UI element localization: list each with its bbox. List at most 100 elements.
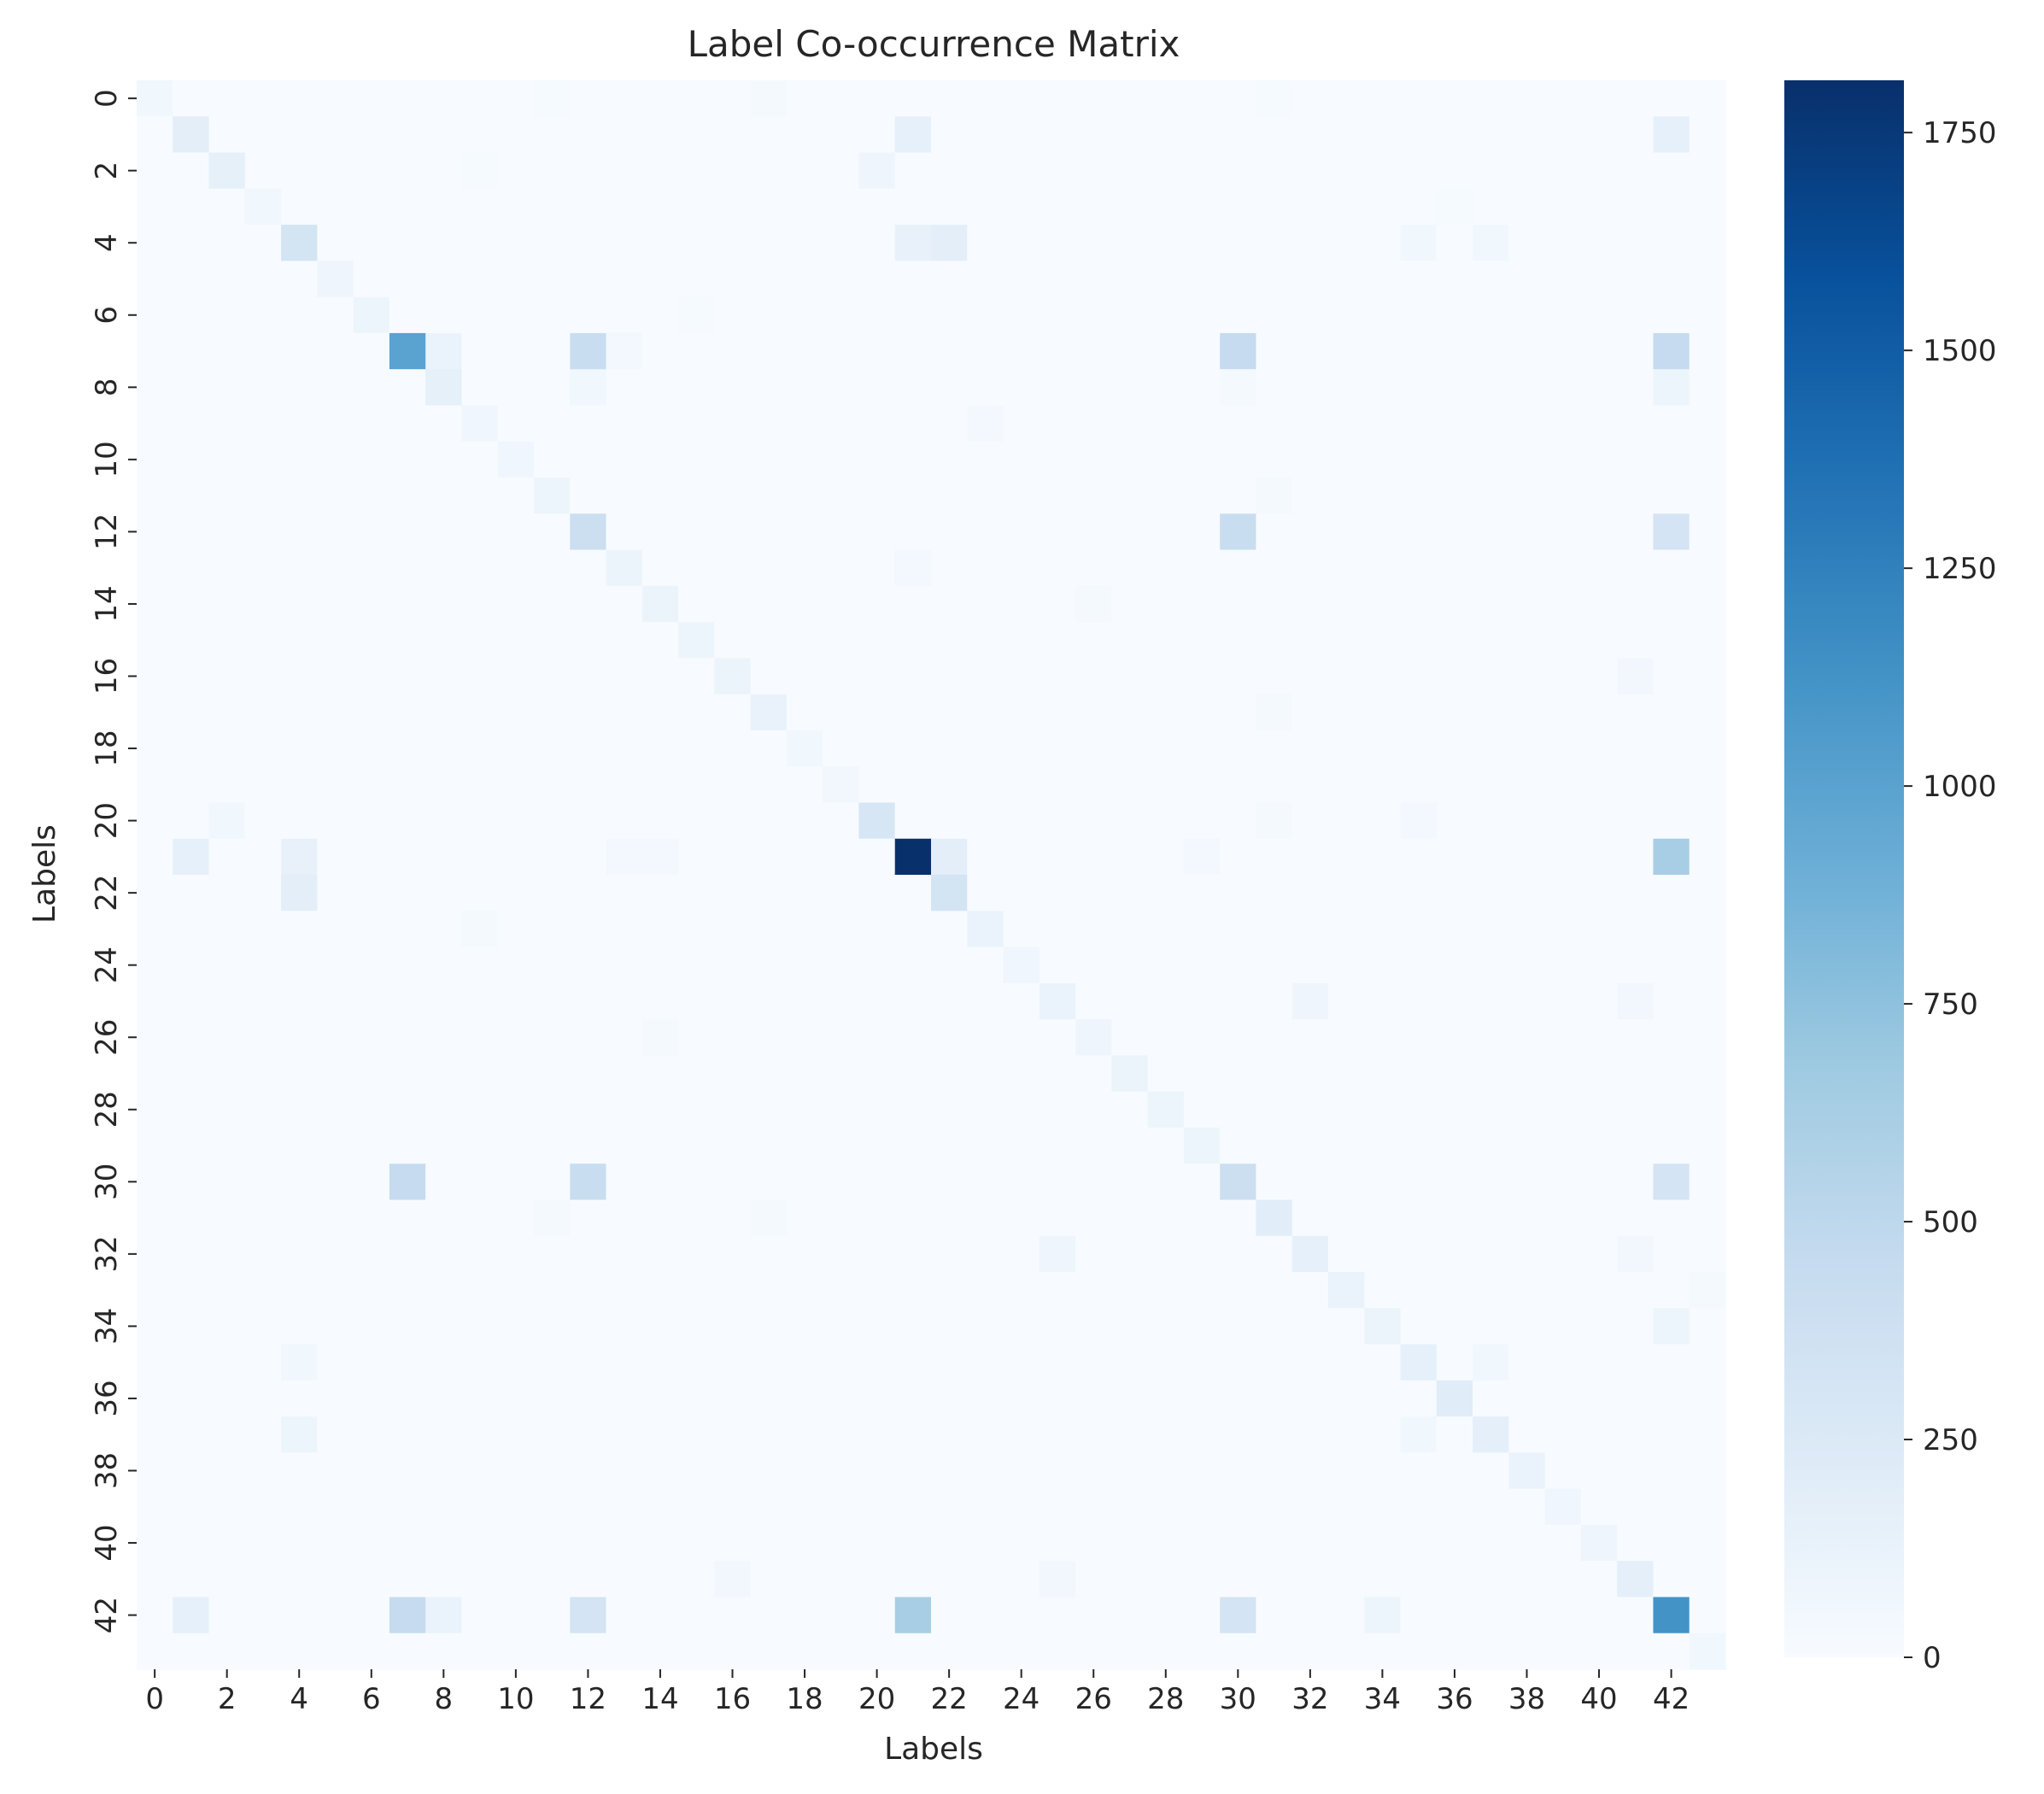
- heatmap-cell: [173, 1308, 210, 1346]
- heatmap-cell: [1436, 152, 1473, 190]
- heatmap-cell: [786, 1597, 823, 1634]
- heatmap-cell: [606, 730, 643, 767]
- heatmap-cell: [281, 116, 318, 154]
- heatmap-cell: [497, 947, 535, 984]
- heatmap-cell: [1400, 911, 1438, 948]
- heatmap-cell: [967, 188, 1004, 226]
- heatmap-cell: [678, 730, 715, 767]
- heatmap-cell: [1508, 875, 1546, 912]
- heatmap-cell: [1617, 947, 1655, 984]
- heatmap-cell: [678, 1272, 715, 1309]
- heatmap-cell: [1580, 1199, 1618, 1237]
- heatmap-cell: [497, 1380, 535, 1417]
- heatmap-cell: [1653, 1344, 1690, 1381]
- heatmap-cell: [858, 911, 896, 948]
- heatmap-cell: [931, 1416, 968, 1453]
- heatmap-cell: [353, 658, 390, 695]
- heatmap-cell: [931, 332, 968, 370]
- heatmap-cell: [678, 549, 715, 587]
- heatmap-cell: [1436, 982, 1473, 1020]
- heatmap-cell: [1328, 1488, 1365, 1526]
- heatmap-cell: [1580, 585, 1618, 623]
- heatmap-cell: [1617, 838, 1655, 876]
- heatmap-cell: [1003, 802, 1040, 840]
- heatmap-cell: [1508, 1272, 1546, 1309]
- heatmap-cell: [823, 1235, 860, 1273]
- heatmap-cell: [1689, 549, 1726, 587]
- heatmap-cell: [1220, 1235, 1257, 1273]
- heatmap-cell: [244, 225, 282, 261]
- heatmap-cell: [244, 513, 282, 551]
- heatmap-cell: [1436, 1380, 1473, 1417]
- heatmap-cell: [1689, 1524, 1726, 1562]
- heatmap-cell: [1580, 296, 1618, 334]
- heatmap-cell: [1111, 80, 1149, 117]
- heatmap-cell: [137, 1091, 173, 1129]
- heatmap-cell: [1291, 261, 1329, 298]
- colorbar-tick-label: 500: [1923, 1205, 1978, 1240]
- heatmap-cell: [244, 1055, 282, 1093]
- heatmap-cell: [1147, 188, 1185, 226]
- heatmap-cell: [823, 694, 860, 731]
- heatmap-cell: [497, 332, 535, 370]
- heatmap-cell: [1039, 1452, 1076, 1490]
- heatmap-cell: [894, 875, 932, 912]
- heatmap-cell: [1436, 802, 1473, 840]
- heatmap-cell: [461, 549, 499, 587]
- heatmap-cell: [1075, 585, 1112, 623]
- heatmap-cell: [137, 911, 173, 948]
- heatmap-cell: [1328, 622, 1365, 659]
- heatmap-cell: [461, 188, 499, 226]
- heatmap-cell: [1544, 1524, 1582, 1562]
- heatmap-cell: [1400, 1235, 1438, 1273]
- heatmap-cell: [1617, 1199, 1655, 1237]
- heatmap-cell: [1183, 1055, 1221, 1093]
- heatmap-cell: [1075, 1380, 1112, 1417]
- heatmap-cell: [1039, 1416, 1076, 1453]
- heatmap-cell: [1328, 1199, 1365, 1237]
- heatmap-cell: [1508, 1416, 1546, 1453]
- heatmap-cell: [1617, 296, 1655, 334]
- heatmap-cell: [750, 1597, 788, 1634]
- heatmap-cell: [606, 982, 643, 1020]
- heatmap-cell: [461, 730, 499, 767]
- heatmap-cell: [461, 1308, 499, 1346]
- heatmap-cell: [750, 405, 788, 443]
- heatmap-cell: [894, 261, 932, 298]
- heatmap-cell: [497, 1488, 535, 1526]
- heatmap-cell: [534, 1416, 571, 1453]
- heatmap-cell: [1400, 585, 1438, 623]
- heatmap-cell: [1291, 585, 1329, 623]
- heatmap-cell: [244, 1019, 282, 1056]
- heatmap-cell: [173, 405, 210, 443]
- heatmap-cell: [317, 441, 354, 478]
- heatmap-cell: [353, 1199, 390, 1237]
- heatmap-cell: [1653, 1055, 1690, 1093]
- heatmap-cell: [1039, 80, 1076, 117]
- heatmap-cell: [1220, 1633, 1257, 1670]
- heatmap-cell: [1003, 478, 1040, 514]
- heatmap-cell: [823, 1452, 860, 1490]
- heatmap-cell: [137, 802, 173, 840]
- heatmap-cell: [1544, 1055, 1582, 1093]
- heatmap-cell: [497, 911, 535, 948]
- heatmap-cell: [1003, 1633, 1040, 1670]
- heatmap-cell: [858, 1055, 896, 1093]
- heatmap-cell: [1473, 1344, 1509, 1381]
- heatmap-cell: [244, 585, 282, 623]
- heatmap-cell: [714, 369, 752, 407]
- heatmap-cell: [786, 116, 823, 154]
- heatmap-cell: [1003, 1488, 1040, 1526]
- heatmap-cell: [823, 911, 860, 948]
- heatmap-cell: [1328, 1524, 1365, 1562]
- heatmap-cell: [353, 1452, 390, 1490]
- heatmap-cell: [641, 694, 679, 731]
- heatmap-cell: [173, 730, 210, 767]
- heatmap-cell: [641, 1127, 679, 1164]
- heatmap-cell: [894, 694, 932, 731]
- heatmap-cell: [1436, 1164, 1473, 1201]
- heatmap-cell: [1400, 225, 1438, 261]
- heatmap-cell: [1075, 1344, 1112, 1381]
- heatmap-cell: [967, 1235, 1004, 1273]
- heatmap-cell: [1039, 296, 1076, 334]
